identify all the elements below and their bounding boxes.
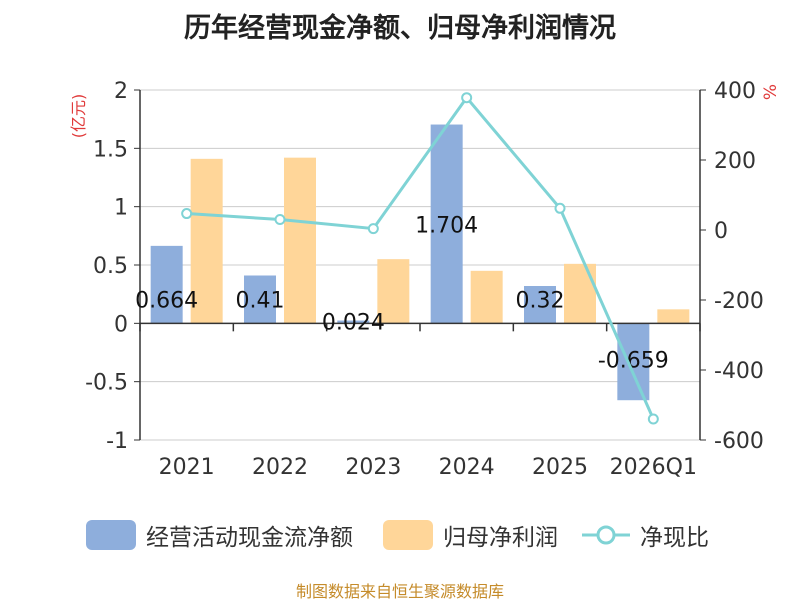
y-left-tick-label: -0.5 (85, 371, 128, 396)
bar-net-profit (564, 263, 596, 324)
bar-operating-cash-flow (617, 323, 650, 401)
x-tick-label: 2023 (345, 455, 401, 480)
data-label-operating-cash-flow: -0.659 (598, 348, 669, 373)
point-cash-ratio (274, 214, 286, 225)
legend-swatch-operating-cash-flow (86, 520, 136, 550)
footer-source: 制图数据来自恒生聚源数据库 (295, 582, 504, 601)
point-cash-ratio (554, 202, 566, 214)
legend-item-operating-cash-flow: 经营活动现金流净额 (86, 518, 353, 552)
y-left-tick-label: 2 (114, 79, 128, 104)
y-left-tick-label: 0 (114, 312, 128, 337)
bar-operating-cash-flow (244, 275, 276, 324)
y-right-tick-label: -600 (714, 429, 764, 454)
y-left-tick-label: -1 (106, 429, 128, 454)
data-label-operating-cash-flow: 1.704 (415, 214, 478, 239)
y-left-tick-label: 1.5 (93, 137, 128, 162)
y-right-tick-label: -200 (714, 289, 764, 314)
bar-net-profit (190, 158, 223, 324)
data-label-operating-cash-flow: 0.664 (135, 288, 198, 313)
x-tick-label: 2025 (532, 455, 588, 480)
point-cash-ratio (461, 92, 473, 104)
point-cash-ratio (647, 413, 659, 425)
bar-operating-cash-flow (337, 320, 370, 324)
y-left-axis-label: (亿元) (69, 94, 88, 139)
chart-title: 历年经营现金净额、归母净利润情况 (184, 13, 616, 44)
legend-label-net-profit: 归母净利润 (443, 525, 558, 551)
x-tick-label: 2022 (252, 455, 308, 480)
data-label-operating-cash-flow: 0.024 (322, 310, 385, 335)
legend-label-cash-ratio: 净现比 (640, 525, 709, 551)
bar-net-profit (377, 259, 410, 324)
point-cash-ratio (367, 223, 379, 235)
bar-operating-cash-flow (430, 124, 463, 324)
y-right-tick-label: 400 (714, 79, 756, 104)
legend-label-operating-cash-flow: 经营活动现金流净额 (146, 525, 353, 551)
y-right-tick-label: 200 (714, 149, 756, 174)
data-label-operating-cash-flow: 0.32 (516, 288, 565, 313)
bar-net-profit (470, 270, 503, 324)
y-right-tick-label: -400 (714, 359, 764, 384)
x-tick-label: 2026Q1 (610, 455, 697, 480)
x-tick-label: 2024 (439, 455, 495, 480)
bar-operating-cash-flow (524, 286, 556, 324)
bar-operating-cash-flow (150, 245, 183, 324)
y-right-tick-label: 0 (714, 219, 728, 244)
y-right-axis-label: % (761, 84, 781, 100)
data-label-operating-cash-flow: 0.41 (236, 288, 285, 313)
y-left-tick-label: 0.5 (93, 254, 128, 279)
legend-line-marker-icon (582, 525, 630, 545)
bar-net-profit (657, 309, 690, 324)
point-cash-ratio (181, 208, 193, 220)
legend-item-cash-ratio: 净现比 (580, 518, 709, 552)
line-cash-ratio (186, 95, 655, 420)
x-tick-label: 2021 (159, 455, 215, 480)
legend-swatch-net-profit (383, 520, 433, 550)
legend-item-net-profit: 归母净利润 (383, 518, 558, 552)
y-left-tick-label: 1 (114, 196, 128, 221)
bar-net-profit (284, 157, 316, 324)
